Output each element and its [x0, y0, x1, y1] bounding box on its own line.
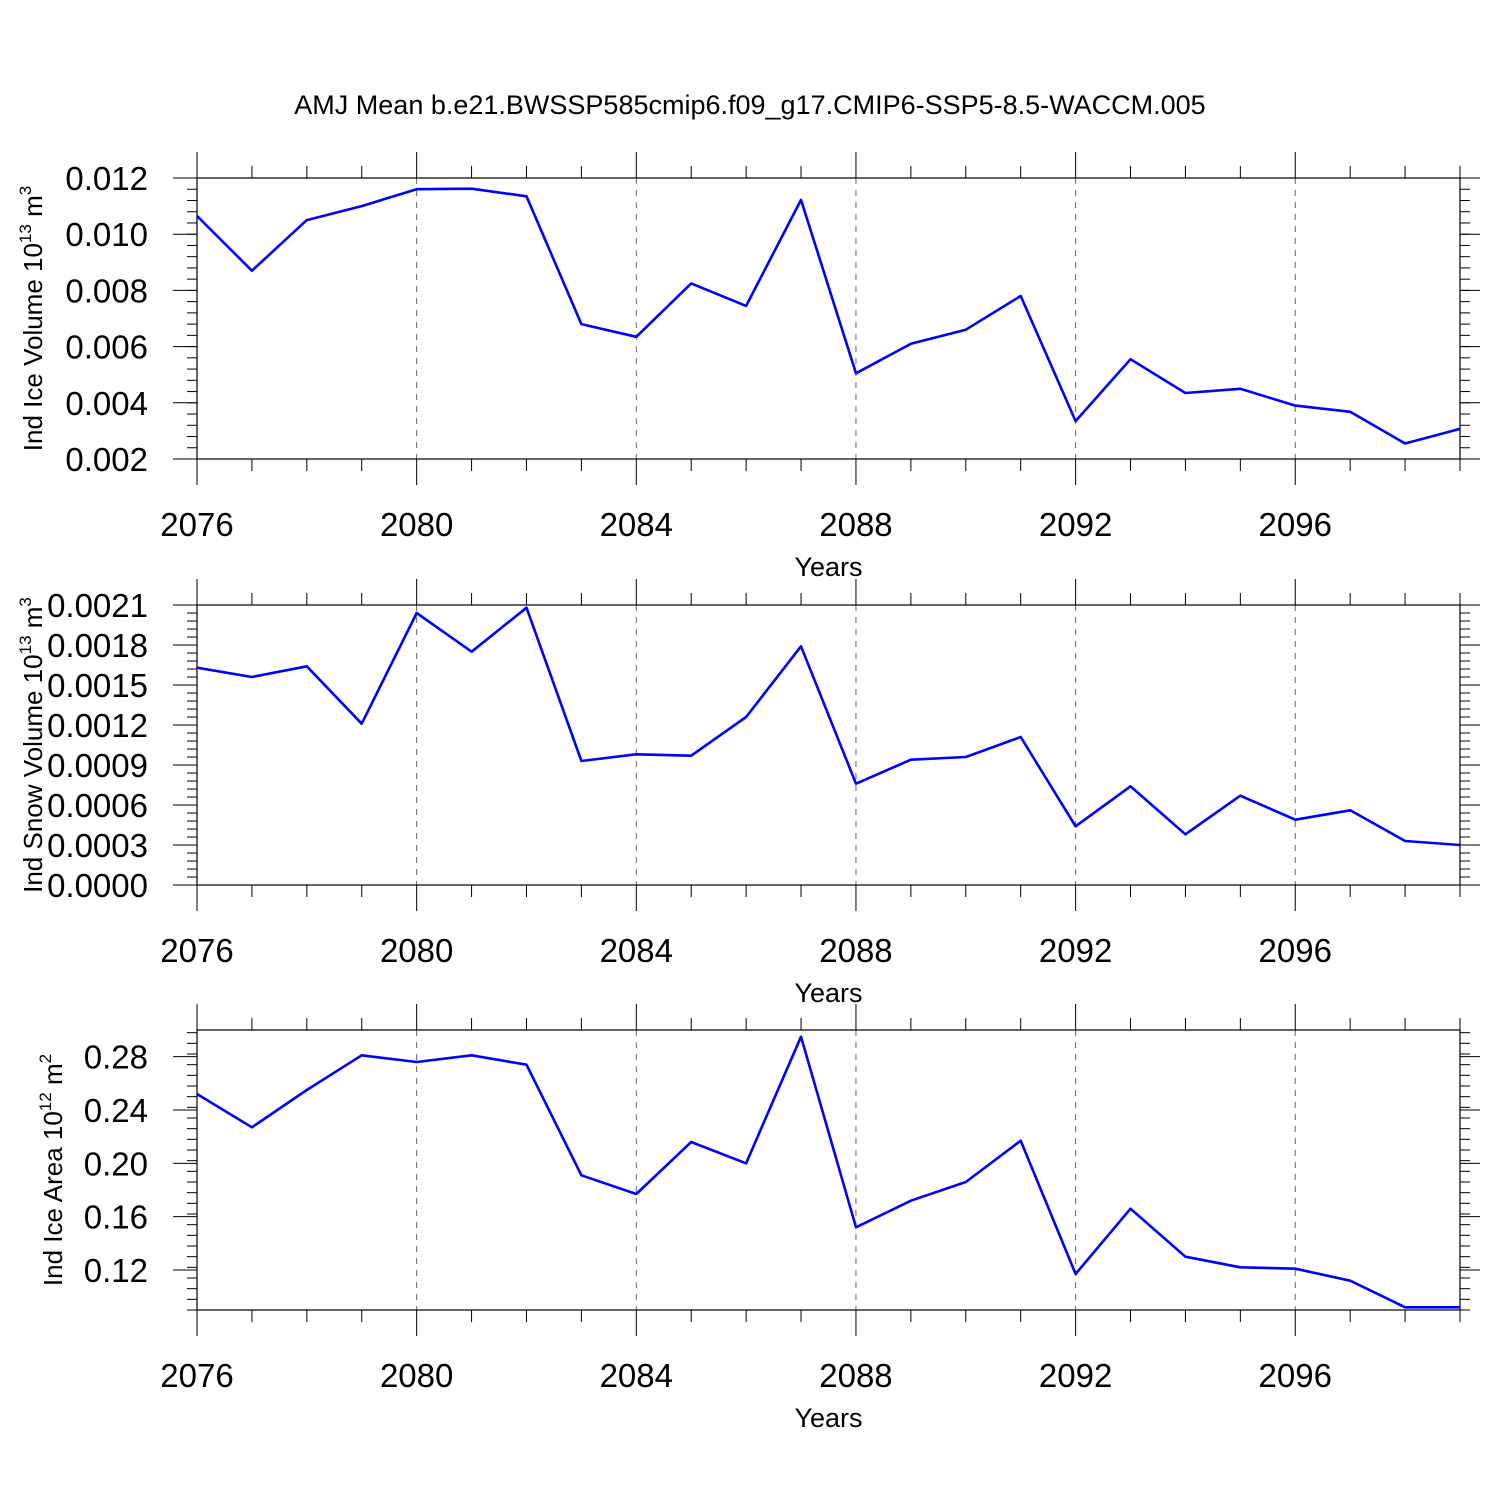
- y-axis-title: Ind Ice Area 1012 m2: [36, 1054, 68, 1286]
- plot-frame: [196, 604, 1461, 886]
- y-tick-label: 0.0018: [47, 627, 148, 664]
- y-tick-label: 0.24: [84, 1092, 148, 1129]
- y-axis-title-unit-exp: 3: [16, 186, 35, 195]
- y-tick-label: 0.002: [65, 441, 148, 478]
- x-tick-label: 2088: [819, 932, 892, 969]
- x-tick-label: 2096: [1259, 506, 1332, 543]
- x-axis-title: Years: [794, 1403, 862, 1433]
- y-axis-title-exp: 13: [16, 635, 35, 654]
- x-axis-title: Years: [794, 978, 862, 1008]
- y-axis-title: Ind Snow Volume 1013 m3: [16, 597, 48, 893]
- y-tick-label: 0.0012: [47, 707, 148, 744]
- x-axis-title: Years: [794, 552, 862, 582]
- x-tick-label: 2088: [819, 1357, 892, 1394]
- x-tick-label: 2084: [600, 506, 673, 543]
- y-tick-label: 0.16: [84, 1199, 148, 1236]
- y-tick-label: 0.008: [65, 272, 148, 309]
- panel-1: 0.002 0.004 0.006 0.008 0.010 0.012 2076 2080 20…: [16, 152, 1480, 582]
- y-axis-title-main: Ind Snow Volume 10: [18, 654, 48, 893]
- x-tick-label: 2084: [600, 932, 673, 969]
- y-tick-label: 0.010: [65, 216, 148, 253]
- series-line: [196, 187, 1461, 445]
- x-tick-label: 2080: [380, 932, 453, 969]
- x-tick-label: 2088: [819, 506, 892, 543]
- y-tick-label: 0.006: [65, 329, 148, 366]
- y-tick-label: 0.0015: [47, 667, 148, 704]
- panel-3: 0.12 0.16 0.20 0.24 0.28 2076 2080 2084 2088 2092…: [36, 1004, 1480, 1433]
- x-tick-label: 2092: [1039, 932, 1112, 969]
- y-tick-label: 0.0009: [47, 747, 148, 784]
- y-tick-label: 0.0003: [47, 827, 148, 864]
- y-tick-label: 0.20: [84, 1145, 148, 1182]
- x-tick-label: 2076: [160, 506, 233, 543]
- x-tick-label: 2076: [160, 1357, 233, 1394]
- x-tick-label: 2092: [1039, 506, 1112, 543]
- panel-2: 0.00000.00030.00060.00090.00120.00150.00…: [16, 579, 1480, 1008]
- y-tick-label: 0.0021: [47, 587, 148, 624]
- figure-title: AMJ Mean b.e21.BWSSP585cmip6.f09_g17.CMI…: [294, 90, 1205, 120]
- y-tick-label: 0.28: [84, 1039, 148, 1076]
- series-line: [196, 1035, 1460, 1309]
- x-tick-label: 2080: [380, 1357, 453, 1394]
- y-axis-title-main: Ind Ice Volume 10: [18, 243, 48, 451]
- y-axis-title-unit-exp: 3: [16, 597, 35, 606]
- y-axis-title: Ind Ice Volume 1013 m3: [16, 186, 48, 451]
- y-axis-title-unit: m: [18, 195, 48, 224]
- x-tick-label: 2080: [380, 506, 453, 543]
- y-axis-title-exp: 13: [16, 224, 35, 243]
- y-axis-title-exp: 12: [36, 1092, 55, 1111]
- y-axis-title-unit: m: [38, 1063, 68, 1092]
- y-axis-title-main: Ind Ice Area 10: [38, 1111, 68, 1286]
- y-tick-label: 0.0006: [47, 787, 148, 824]
- y-axis-title-unit-exp: 2: [36, 1054, 55, 1063]
- x-tick-label: 2096: [1259, 1357, 1332, 1394]
- y-tick-label: 0.12: [84, 1252, 148, 1289]
- x-tick-label: 2076: [160, 932, 233, 969]
- plot-frame: [196, 177, 1461, 460]
- plot-frame: [196, 1029, 1461, 1311]
- x-tick-label: 2084: [600, 1357, 673, 1394]
- y-tick-label: 0.004: [65, 385, 148, 422]
- x-tick-label: 2092: [1039, 1357, 1112, 1394]
- series-line: [196, 606, 1461, 847]
- y-axis-title-unit: m: [18, 607, 48, 636]
- x-tick-label: 2096: [1259, 932, 1332, 969]
- y-tick-label: 0.012: [65, 160, 148, 197]
- y-tick-label: 0.0000: [47, 867, 148, 904]
